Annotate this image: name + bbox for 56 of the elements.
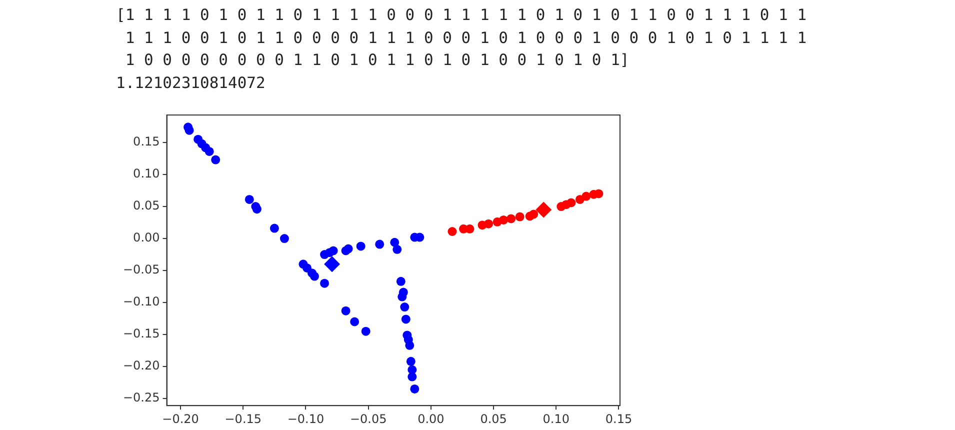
point: [408, 372, 417, 382]
point: [484, 219, 494, 228]
point: [398, 292, 407, 302]
point: [211, 155, 220, 164]
point: [204, 146, 214, 156]
point: [244, 194, 254, 204]
point: [252, 204, 262, 214]
point: [392, 244, 402, 254]
y-tick-label: 0.10: [133, 166, 160, 181]
point: [361, 326, 370, 336]
point: [515, 212, 524, 222]
point: [375, 240, 384, 249]
y-tick-label: −0.10: [122, 294, 160, 309]
y-tick-label: 0.15: [133, 134, 160, 149]
x-tick-label: −0.15: [224, 412, 262, 426]
text: 1.12102310814072: [116, 72, 266, 94]
y-tick-label: 0.05: [133, 198, 160, 213]
text: 1 0 0 0 0 0 0 0 0 1 1 0 1 0 1 1 0 1 0 1 0 0 1 0 1 0 1]: [124, 50, 630, 71]
point: [405, 340, 414, 350]
text: [1 1 1 1 0 1 0 1 1 0 1 1 1 1 0 0 0 1 1 1 1 1 0 1 0 1 0 1 1 0 0 1 1 1 0 1 1: [116, 5, 807, 26]
y-tick-label: −0.20: [122, 358, 160, 373]
point: [396, 276, 406, 286]
point: [406, 356, 416, 366]
x-tick-label: 0.10: [542, 412, 570, 426]
point: [529, 210, 538, 219]
point: [410, 384, 420, 394]
point: [328, 246, 338, 256]
text: 1 1 1 0 0 1 0 1 1 0 0 0 0 1 1 1 0 0 0 1 0 1 0 0 0 1 0 0 0 1 0 1 0 1 1 1 1: [124, 28, 807, 48]
point: [324, 256, 340, 272]
x-tick-label: 0.15: [605, 412, 632, 426]
x-tick-label: −0.10: [287, 412, 324, 426]
point: [536, 202, 552, 218]
point: [582, 192, 591, 201]
y-tick-label: −0.05: [122, 262, 160, 277]
point: [499, 215, 508, 224]
point: [280, 234, 289, 244]
point: [341, 306, 350, 316]
point: [344, 244, 353, 254]
point: [350, 317, 360, 326]
x-tick-label: 0.00: [418, 412, 444, 426]
y-tick-label: −0.25: [122, 390, 160, 405]
x-tick-label: −0.20: [162, 412, 199, 426]
x-tick-label: −0.05: [350, 412, 387, 426]
point: [320, 278, 330, 288]
point: [506, 214, 516, 224]
point: [270, 224, 279, 233]
point: [400, 302, 410, 312]
point: [566, 198, 576, 208]
point: [390, 238, 400, 247]
x-tick-label: 0.05: [480, 412, 507, 426]
point: [401, 314, 410, 324]
y-tick-label: −0.15: [122, 326, 160, 341]
point: [356, 242, 366, 251]
y-tick-label: 0.00: [133, 230, 160, 245]
point: [448, 226, 457, 236]
point: [310, 272, 320, 281]
